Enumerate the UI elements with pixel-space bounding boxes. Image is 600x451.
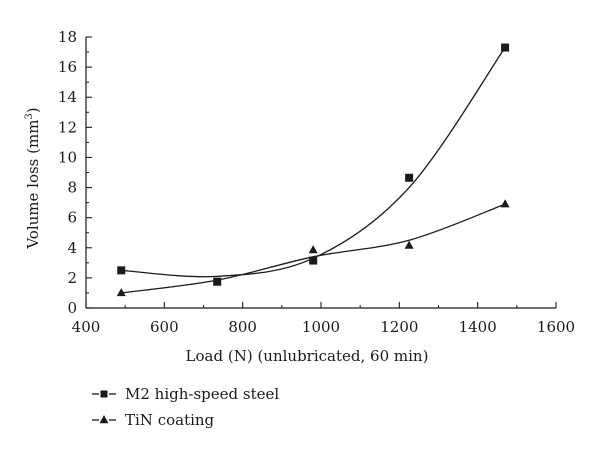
fit-curve-series-1 [121, 47, 506, 278]
data-point-triangle [116, 288, 126, 297]
y-axis-label: Volume loss (mm3) [24, 107, 42, 249]
data-markers [116, 43, 510, 297]
legend-label: M2 high-speed steel [125, 385, 279, 403]
legend-marker-square [100, 390, 108, 398]
x-tick-label: 600 [150, 318, 179, 336]
data-point-triangle [404, 240, 414, 249]
y-tick-label: 0 [67, 299, 77, 317]
x-tick-label: 800 [228, 318, 257, 336]
y-tick-label: 6 [67, 209, 77, 227]
x-tick-label: 1200 [380, 318, 418, 336]
x-tick-label: 400 [72, 318, 101, 336]
data-point-square [405, 173, 414, 182]
y-tick-label: 4 [67, 239, 77, 257]
y-tick-label: 16 [58, 58, 77, 76]
data-point-triangle [308, 245, 318, 254]
y-axis-label-main: Volume loss (mm [24, 120, 42, 250]
y-tick-label: 2 [67, 269, 77, 287]
y-axis-label-close: ) [24, 107, 42, 113]
y-tick-label: 18 [58, 28, 77, 46]
fit-curves [121, 47, 506, 294]
y-tick-label: 12 [58, 118, 77, 136]
x-tick-label: 1000 [302, 318, 340, 336]
axes: 400 600 800 1000 1200 1400 1600 0 2 4 6 8 10 12 14 16 18 [58, 28, 575, 336]
x-tick-label: 1600 [537, 318, 575, 336]
data-point-triangle [500, 199, 510, 208]
legend-label: TiN coating [125, 411, 215, 429]
data-point-square [117, 266, 126, 275]
data-point-square [309, 256, 318, 265]
y-tick-label: 14 [58, 88, 77, 106]
data-point-square [501, 43, 510, 52]
legend: M2 high-speed steel TiN coating [92, 385, 279, 429]
legend-marker-triangle [99, 415, 109, 424]
data-point-triangle [212, 277, 222, 286]
y-tick-label: 10 [58, 148, 77, 166]
y-axis-label-sup: 3 [24, 113, 35, 119]
x-axis-label: Load (N) (unlubricated, 60 min) [186, 347, 429, 365]
x-tick-label: 1400 [459, 318, 497, 336]
y-tick-label: 8 [67, 179, 77, 197]
